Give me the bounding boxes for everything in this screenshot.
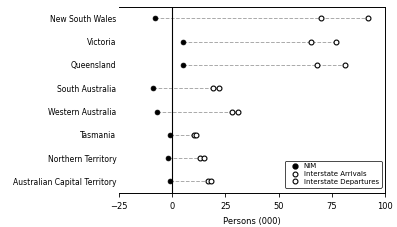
X-axis label: Persons (000): Persons (000)	[223, 217, 281, 226]
Legend: NIM, Interstate Arrivals, Interstate Departures: NIM, Interstate Arrivals, Interstate Dep…	[285, 160, 382, 188]
